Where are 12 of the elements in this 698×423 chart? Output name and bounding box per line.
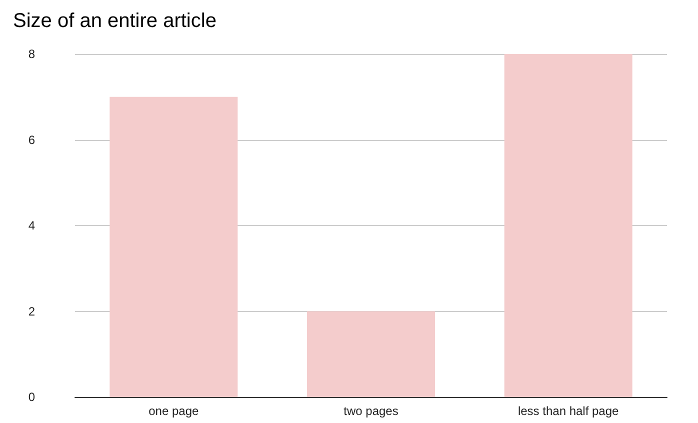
chart-title: Size of an entire article bbox=[13, 10, 216, 32]
bar bbox=[307, 311, 435, 397]
y-tick-label: 2 bbox=[28, 304, 36, 318]
y-tick-label: 8 bbox=[28, 47, 36, 61]
y-tick-label: 0 bbox=[28, 390, 36, 404]
bar bbox=[504, 54, 632, 397]
x-tick-label: two pages bbox=[344, 404, 398, 418]
x-tick-label: one page bbox=[148, 404, 200, 418]
y-tick-label: 6 bbox=[28, 132, 36, 147]
x-tick-label: less than half page bbox=[518, 404, 620, 418]
y-tick-label: 4 bbox=[28, 218, 36, 232]
bar bbox=[110, 96, 238, 397]
